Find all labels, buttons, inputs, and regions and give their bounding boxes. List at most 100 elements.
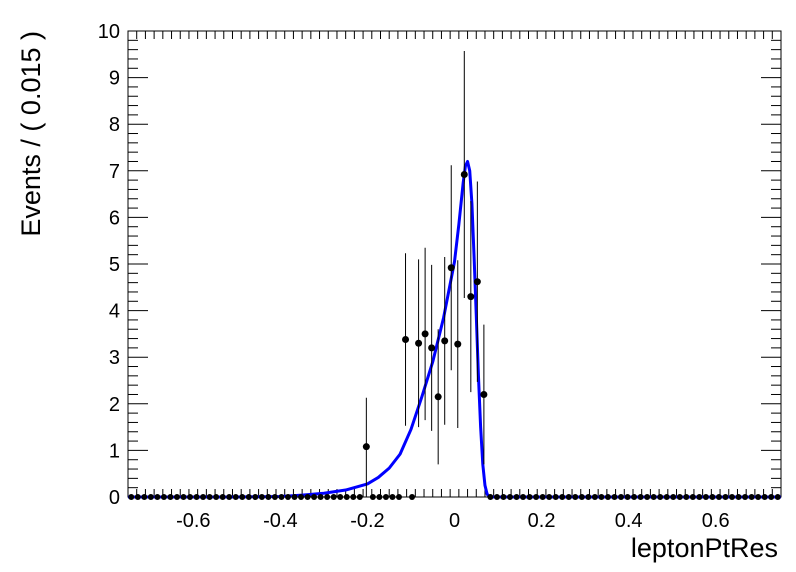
x-tick-label: -0.4 [263,510,297,532]
data-point-zero [382,494,389,500]
fit-curve [128,159,781,499]
data-point-zero [539,494,546,500]
y-tick-label: 6 [109,207,120,229]
data-point-zero [304,494,311,500]
data-point-zero [337,494,344,500]
data-point-zero [709,494,716,500]
y-tick-label: 2 [109,394,120,416]
data-point-zero [160,494,167,500]
x-tick-label: -0.6 [176,510,210,532]
data-point-zero [141,494,148,500]
x-tick-labels: -0.6 -0.4 -0.2 0 0.2 0.4 0.6 [176,510,730,532]
data-point-zero [683,494,690,500]
data-point-zero [676,494,683,500]
data-point [415,339,423,347]
data-point-zero [735,494,742,500]
data-point-zero [572,494,579,500]
data-point-zero [128,494,135,500]
data-point-zero [200,494,207,500]
data-point-zero [487,494,494,500]
data-point [467,293,475,301]
data-point-zero [729,494,736,500]
data-point-zero [330,494,337,500]
data-point-zero [546,494,553,500]
data-point-zero [604,494,611,500]
data-point-zero [226,494,233,500]
x-axis-title: leptonPtRes [631,533,778,563]
data-point-zero [317,494,324,500]
fit-curve-group [128,159,781,499]
data-point-zero [722,494,729,500]
data-point [402,335,410,343]
data-point-zero [134,494,141,500]
data-point-zero [147,494,154,500]
data-point-zero [578,494,585,500]
data-point-zero [507,494,514,500]
data-point-zero [291,494,298,500]
data-point-zero [533,494,540,500]
data-point-zero [343,494,350,500]
data-point-zero [258,494,265,500]
y-tick-label: 5 [109,254,120,276]
x-tick-label: 0.2 [528,510,556,532]
data-point-zero [500,494,507,500]
data-point-zero [624,494,631,500]
data-point [454,340,462,348]
data-point-zero [193,494,200,500]
y-tick-label: 10 [98,21,120,43]
data-point-zero [755,494,762,500]
data-point-zero [167,494,174,500]
data-point-zero [715,494,722,500]
data-point-zero [702,494,709,500]
data-point-zero [232,494,239,500]
data-point-zero [389,494,396,500]
data-point-zero [689,494,696,500]
data-point-zero [565,494,572,500]
y-tick-label: 0 [109,487,120,509]
data-point-zero [271,494,278,500]
data-point-zero [696,494,703,500]
data-point-zero [395,494,402,500]
axis-ticks [127,30,782,498]
y-axis-title: Events / ( 0.015 ) [16,31,46,237]
data-point-zero [245,494,252,500]
data-point-zero [670,494,677,500]
data-point-zero [219,494,226,500]
data-point-zero [278,494,285,500]
data-point-zero [324,494,331,500]
y-tick-label: 8 [109,114,120,136]
data-point-zero [173,494,180,500]
data-point-zero [611,494,618,500]
data-point [434,393,442,401]
y-tick-label: 1 [109,440,120,462]
y-tick-label: 4 [109,301,120,323]
data-point-zero [761,494,768,500]
data-point-zero [213,494,220,500]
data-point-zero [559,494,566,500]
x-tick-label: 0 [449,510,460,532]
data-point-zero [376,494,383,500]
data-point [421,330,429,338]
data-point-zero [618,494,625,500]
y-tick-label: 7 [109,161,120,183]
data-point-zero [356,494,363,500]
x-tick-label: 0.6 [702,510,730,532]
data-point-zero [239,494,246,500]
data-point-zero [311,494,318,500]
data-point-zero [513,494,520,500]
y-tick-label: 9 [109,68,120,90]
data-point-zero [369,494,376,500]
data-point-zero [768,494,775,500]
data-point-zero [252,494,259,500]
data-point-zero [350,494,357,500]
data-point-zero [493,494,500,500]
data-point-zero [742,494,749,500]
data-point-zero [206,494,213,500]
data-point [447,264,455,272]
data-point-zero [631,494,638,500]
data-point-zero [180,494,187,500]
data-point-zero [585,494,592,500]
data-point-zero [663,494,670,500]
data-point [362,443,370,451]
data-point-zero [298,494,305,500]
